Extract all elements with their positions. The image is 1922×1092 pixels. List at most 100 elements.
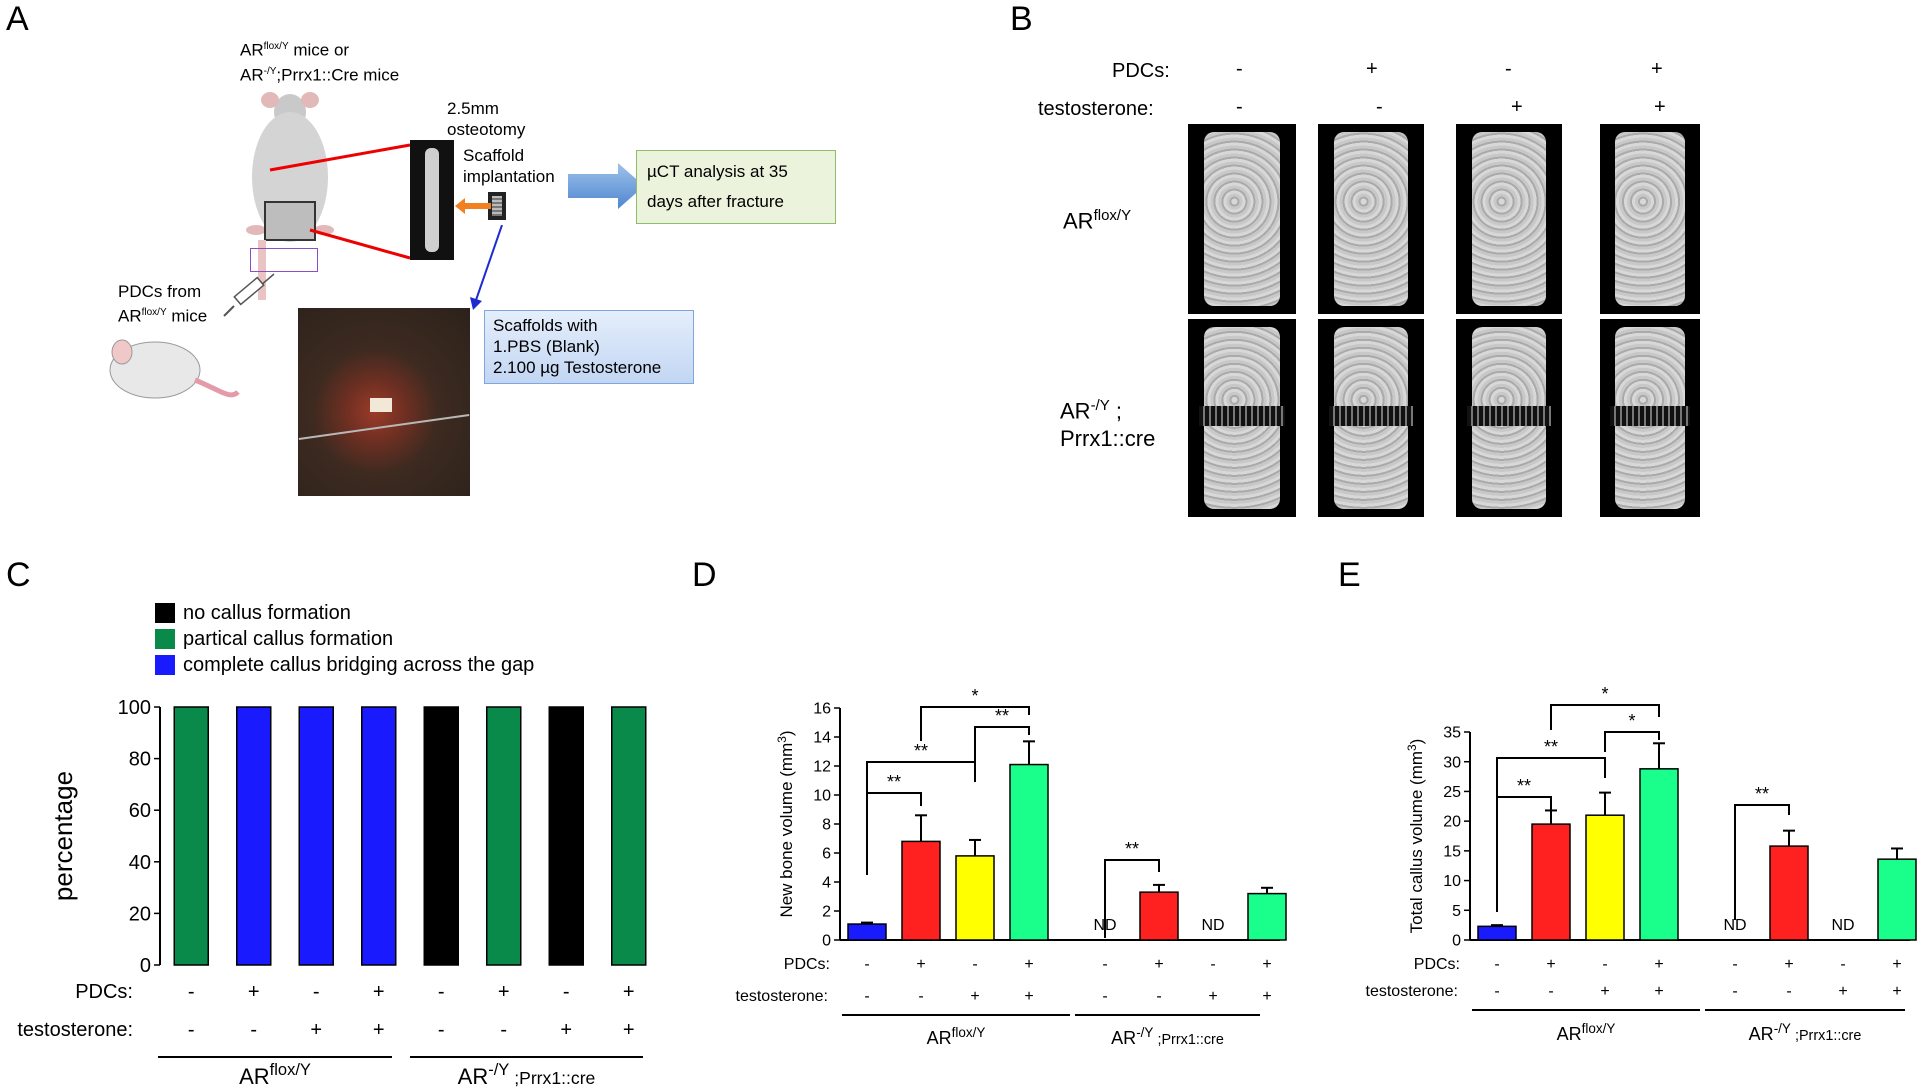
testosterone-value: -	[1102, 988, 1107, 1005]
microct-image	[1456, 319, 1562, 517]
legend-c: no callus formation partical callus form…	[155, 600, 715, 678]
testosterone-value: +	[310, 1019, 322, 1041]
legend-item: no callus formation	[155, 600, 715, 626]
testosterone-value: +	[1892, 983, 1901, 1000]
group-label: AR-/Y ;Prrx1::cre	[1111, 1025, 1224, 1048]
microct-image	[1600, 124, 1700, 314]
bar	[173, 706, 209, 966]
group-label: AR-/Y ;Prrx1::cre	[1749, 1021, 1862, 1044]
scaffold-label: Scaffold implantation	[463, 146, 555, 186]
y-tick-label: 0	[140, 955, 151, 977]
significance-label: **	[1755, 784, 1769, 804]
testosterone-value: -	[438, 1019, 445, 1041]
y-axis-label: Total callus volume (mm3)	[1405, 739, 1426, 934]
pdcs-row-label: PDCs:	[1414, 956, 1460, 973]
pdcs-value: +	[1546, 956, 1555, 973]
y-tick-label: 40	[129, 852, 151, 874]
legend-swatch	[155, 655, 175, 675]
bar	[955, 855, 995, 941]
pdcs-value: +	[916, 956, 925, 973]
significance-bracket	[1604, 731, 1660, 752]
panel-letter-c: C	[6, 556, 31, 594]
y-tick-label: 4	[822, 875, 831, 892]
significance-label: **	[1544, 737, 1558, 757]
bar	[361, 706, 397, 966]
pdcs-row-label: PDCs:	[75, 981, 133, 1003]
y-tick-label: 0	[1452, 933, 1461, 950]
y-tick-label: 16	[813, 701, 831, 718]
y-tick-label: 100	[118, 697, 151, 719]
testosterone-value: +	[1024, 988, 1033, 1005]
significance-bracket	[974, 726, 1030, 777]
significance-label: *	[971, 686, 978, 706]
pdcs-value: +	[1784, 956, 1793, 973]
scaffold-image	[488, 192, 506, 220]
microct-image	[1456, 124, 1562, 314]
significance-label: **	[1517, 776, 1531, 796]
chart-c: 0 20 40 60 80 100 percentage PDCs: testosterone:…	[17, 697, 647, 1089]
pdcs-value: -	[438, 981, 445, 1003]
bar	[298, 706, 334, 966]
bar	[1009, 763, 1049, 941]
microct-image	[1188, 319, 1296, 517]
bar	[1639, 768, 1679, 941]
pdcs-value: +	[1154, 956, 1163, 973]
b-row1-label: ARflox/Y	[1063, 207, 1132, 234]
mice-label: ARflox/Y mice or AR-/Y;Prrx1::Cre mice	[240, 40, 400, 85]
group-label: ARflox/Y	[1557, 1021, 1616, 1044]
y-tick-label: 14	[813, 730, 831, 747]
pdcs-label: PDCs from ARflox/Y mice	[118, 282, 208, 326]
nd-label: ND	[1831, 917, 1854, 934]
b-testo-3: +	[1511, 96, 1523, 118]
significance-bracket	[1734, 804, 1790, 920]
testosterone-value: -	[918, 988, 923, 1005]
osteotomy-label: 2.5mm osteotomy	[447, 99, 526, 139]
pdcs-value: -	[972, 956, 977, 973]
microct-image	[1188, 124, 1296, 314]
b-testo-1: -	[1236, 96, 1243, 118]
y-tick-label: 20	[1443, 814, 1461, 831]
b-pdcs-1: -	[1236, 58, 1243, 80]
significance-bracket	[1550, 704, 1660, 730]
pdcs-value: -	[1840, 956, 1845, 973]
testosterone-value: +	[1838, 983, 1847, 1000]
pdcs-value: -	[864, 956, 869, 973]
pdcs-value: +	[623, 981, 635, 1003]
legend-swatch	[155, 629, 175, 649]
significance-label: *	[1601, 684, 1608, 704]
significance-label: *	[1628, 711, 1635, 731]
testosterone-value: +	[623, 1019, 635, 1041]
group-label: AR-/Y ;Prrx1::cre	[458, 1061, 596, 1089]
y-tick-label: 80	[129, 749, 151, 771]
y-tick-label: 25	[1443, 784, 1461, 801]
group-label: ARflox/Y	[239, 1061, 311, 1089]
bar	[901, 840, 941, 941]
y-tick-label: 6	[822, 846, 831, 863]
y-tick-label: 5	[1452, 903, 1461, 920]
microct-image	[1318, 319, 1424, 517]
scaffolds-item-2: 2.100 µg Testosterone	[493, 358, 662, 377]
legend-label: partical callus formation	[183, 627, 394, 650]
uct-text: µCT analysis at 35 days after fracture	[647, 162, 788, 211]
y-tick-label: 30	[1443, 754, 1461, 771]
testosterone-value: -	[500, 1019, 507, 1041]
testosterone-value: +	[560, 1019, 572, 1041]
bar	[423, 706, 459, 966]
testosterone-value: +	[1654, 983, 1663, 1000]
testosterone-value: -	[1786, 983, 1791, 1000]
b-testosterone-label: testosterone:	[1038, 98, 1154, 120]
significance-bracket	[1104, 859, 1160, 938]
testosterone-value: +	[1600, 983, 1609, 1000]
pdcs-value: +	[248, 981, 260, 1003]
testosterone-value: -	[1494, 983, 1499, 1000]
b-row2-label: AR-/Y ; Prrx1::cre	[1060, 397, 1156, 452]
pdcs-value: -	[313, 981, 320, 1003]
bar	[1247, 892, 1287, 941]
zoom-lines	[269, 143, 411, 260]
group-label: ARflox/Y	[927, 1025, 986, 1048]
microct-image	[1318, 124, 1424, 314]
bar	[1477, 925, 1517, 941]
nd-label: ND	[1723, 917, 1746, 934]
bar	[236, 706, 272, 966]
